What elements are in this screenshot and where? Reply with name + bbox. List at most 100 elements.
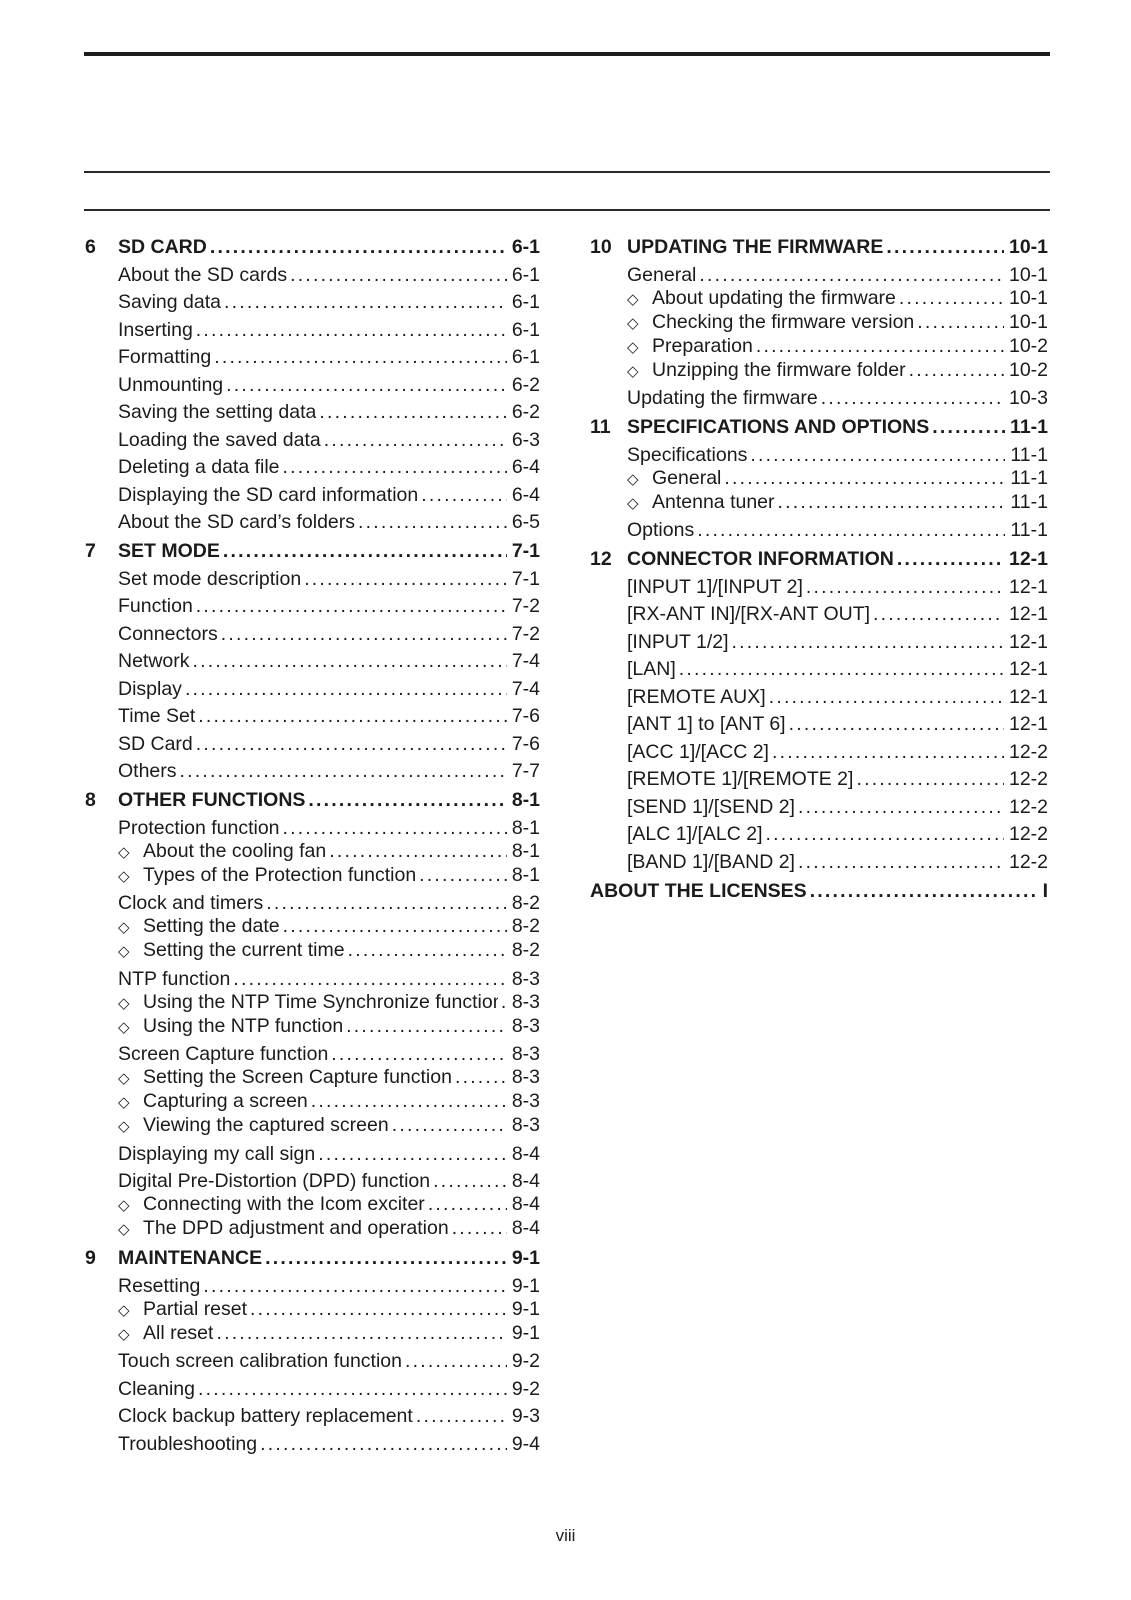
toc-entry[interactable]: Digital Pre-Distortion (DPD) function 8-4 — [85, 1171, 540, 1192]
toc-section-title: SPECIFICATIONS AND OPTIONS — [627, 417, 930, 438]
toc-section-heading[interactable]: 8 OTHER FUNCTIONS 8-1 — [85, 790, 540, 811]
toc-section-heading[interactable]: 10 UPDATING THE FIRMWARE 10-1 — [590, 237, 1048, 258]
toc-entry[interactable]: Deleting a data file 6-4 — [85, 457, 540, 478]
toc-section-heading[interactable]: ABOUT THE LICENSES I — [590, 880, 1048, 902]
toc-entry[interactable]: Inserting 6-1 — [85, 319, 540, 341]
toc-entry[interactable]: Formatting 6-1 — [85, 347, 540, 368]
toc-entry[interactable]: ◇ General 11-1 — [590, 467, 1048, 490]
toc-entry-label: Connectors — [118, 623, 218, 645]
toc-section-title: UPDATING THE FIRMWARE — [627, 237, 884, 258]
toc-entry[interactable]: Options 11-1 — [590, 520, 1048, 541]
toc-entry[interactable]: Clock and timers 8-2 — [85, 893, 540, 914]
toc-entry[interactable]: ◇ Checking the firmware version 10-1 — [590, 311, 1048, 334]
dot-leader — [324, 430, 507, 451]
dot-leader — [419, 865, 507, 886]
toc-entry-label: The DPD adjustment and operation — [143, 1218, 449, 1239]
toc-entry[interactable]: Display 7-4 — [85, 678, 540, 700]
toc-entry[interactable]: [SEND 1]/[SEND 2] 12-2 — [590, 796, 1048, 818]
toc-entry[interactable]: SD Card 7-6 — [85, 733, 540, 755]
toc-entry[interactable]: [REMOTE AUX] 12-1 — [590, 686, 1048, 708]
toc-entry[interactable]: ◇ The DPD adjustment and operation 8-4 — [85, 1218, 540, 1240]
dot-leader — [203, 1276, 506, 1297]
toc-entry[interactable]: ◇ Using the NTP function 8-3 — [85, 1015, 540, 1038]
toc-entry[interactable]: Troubleshooting 9-4 — [85, 1433, 540, 1455]
toc-page-ref: 8-3 — [511, 1066, 540, 1088]
toc-entry[interactable]: ◇ Setting the date 8-2 — [85, 916, 540, 938]
toc-section-number: 9 — [85, 1247, 96, 1269]
toc-page-ref: 6-3 — [511, 428, 540, 451]
dot-leader — [346, 1016, 507, 1037]
toc-page-ref: 6-2 — [511, 373, 540, 396]
dot-leader — [250, 1299, 507, 1320]
toc-entry[interactable]: ◇ Antenna tuner 11-1 — [590, 491, 1048, 514]
toc-entry[interactable]: ◇ Types of the Protection function 8-1 — [85, 864, 540, 887]
toc-section-heading[interactable]: 6 SD CARD 6-1 — [85, 237, 540, 258]
toc-entry[interactable]: Protection function 8-1 — [85, 817, 540, 839]
toc-entry[interactable]: Function 7-2 — [85, 596, 540, 617]
toc-section-heading[interactable]: 7 SET MODE 7-1 — [85, 541, 540, 562]
toc-entry[interactable]: ◇ All reset 9-1 — [85, 1322, 540, 1345]
dot-leader — [210, 237, 507, 258]
toc-entry[interactable]: Resetting 9-1 — [85, 1275, 540, 1297]
toc-entry[interactable]: ◇ Preparation 10-2 — [590, 335, 1048, 358]
toc-entry[interactable]: ◇ Viewing the captured screen 8-3 — [85, 1115, 540, 1137]
toc-entry[interactable]: [INPUT 1/2] 12-1 — [590, 631, 1048, 653]
toc-entry[interactable]: ◇ Setting the current time 8-2 — [85, 940, 540, 962]
toc-page-ref: 8-2 — [511, 939, 540, 961]
toc-entry[interactable]: [ACC 1]/[ACC 2] 12-2 — [590, 741, 1048, 763]
toc-page-ref: 7-1 — [511, 540, 540, 562]
toc-section: 8 OTHER FUNCTIONS 8-1 Protection function 8-… — [85, 790, 540, 1240]
toc-entry[interactable]: ◇ Using the NTP Time Synchronize function… — [85, 991, 540, 1014]
toc-entry[interactable]: Connectors 7-2 — [85, 623, 540, 645]
toc-section-heading[interactable]: 9 MAINTENANCE 9-1 — [85, 1248, 540, 1269]
toc-section-heading[interactable]: 11 SPECIFICATIONS AND OPTIONS 11-1 — [590, 417, 1048, 438]
toc-entry[interactable]: Others 7-7 — [85, 761, 540, 782]
toc-entry[interactable]: [ALC 1]/[ALC 2] 12-2 — [590, 824, 1048, 845]
toc-entry-label: [ALC 1]/[ALC 2] — [627, 824, 763, 845]
toc-entry[interactable]: General 10-1 — [590, 264, 1048, 286]
toc-section-heading[interactable]: 12 CONNECTOR INFORMATION 12-1 — [590, 549, 1048, 570]
toc-entry[interactable]: Set mode description 7-1 — [85, 568, 540, 590]
toc-entry[interactable]: ◇ Partial reset 9-1 — [85, 1298, 540, 1321]
toc-entry[interactable]: Touch screen calibration function 9-2 — [85, 1351, 540, 1372]
toc-entry[interactable]: Cleaning 9-2 — [85, 1378, 540, 1400]
toc-entry[interactable]: Displaying the SD card information 6-4 — [85, 484, 540, 506]
toc-entry[interactable]: ◇ Unzipping the firmware folder 10-2 — [590, 359, 1048, 382]
toc-section-title: MAINTENANCE — [118, 1248, 263, 1269]
toc-entry[interactable]: ◇ Setting the Screen Capture function 8-3 — [85, 1067, 540, 1089]
toc-page-ref: 8-1 — [511, 839, 540, 862]
toc-entry[interactable]: Clock backup battery replacement 9-3 — [85, 1406, 540, 1427]
toc-entry[interactable]: About the SD card’s folders 6-5 — [85, 512, 540, 533]
toc-entry[interactable]: Time Set 7-6 — [85, 706, 540, 727]
toc-page-ref: 6-4 — [511, 456, 540, 478]
toc-entry[interactable]: Saving the setting data 6-2 — [85, 402, 540, 423]
dot-leader — [433, 1171, 507, 1192]
toc-entry[interactable]: ◇ About updating the firmware 10-1 — [590, 287, 1048, 310]
toc-entry[interactable]: NTP function 8-3 — [85, 968, 540, 990]
toc-page-ref: 12-2 — [1008, 823, 1048, 845]
toc-entry[interactable]: [INPUT 1]/[INPUT 2] 12-1 — [590, 576, 1048, 598]
toc-entry[interactable]: About the SD cards 6-1 — [85, 263, 540, 286]
diamond-icon: ◇ — [118, 1070, 130, 1087]
toc-entry[interactable]: Loading the saved data 6-3 — [85, 428, 540, 451]
toc-entry[interactable]: Saving data 6-1 — [85, 292, 540, 313]
toc-entry[interactable]: ◇ Capturing a screen 8-3 — [85, 1091, 540, 1113]
toc-entry[interactable]: [LAN] 12-1 — [590, 659, 1048, 680]
toc-entry[interactable]: Specifications 11-1 — [590, 444, 1048, 466]
toc-entry-label: About the SD card’s folders — [118, 512, 356, 533]
toc-entry[interactable]: ◇ Connecting with the Icom exciter 8-4 — [85, 1194, 540, 1216]
toc-entry[interactable]: Screen Capture function 8-3 — [85, 1044, 540, 1065]
toc-entry-label: Updating the firmware — [627, 388, 818, 409]
toc-entry[interactable]: [RX-ANT IN]/[RX-ANT OUT] 12-1 — [590, 604, 1048, 625]
diamond-icon: ◇ — [627, 362, 639, 380]
toc-entry[interactable]: [ANT 1] to [ANT 6] 12-1 — [590, 714, 1048, 735]
toc-entry[interactable]: ◇ About the cooling fan 8-1 — [85, 839, 540, 863]
toc-page-ref: 6-1 — [511, 263, 540, 286]
toc-entry[interactable]: Unmounting 6-2 — [85, 373, 540, 396]
toc-entry[interactable]: [BAND 1]/[BAND 2] 12-2 — [590, 851, 1048, 873]
toc-entry[interactable]: [REMOTE 1]/[REMOTE 2] 12-2 — [590, 769, 1048, 790]
toc-entry[interactable]: Updating the firmware 10-3 — [590, 388, 1048, 409]
toc-entry[interactable]: Network 7-4 — [85, 651, 540, 672]
dot-leader — [428, 1194, 507, 1215]
toc-entry[interactable]: Displaying my call sign 8-4 — [85, 1143, 540, 1165]
